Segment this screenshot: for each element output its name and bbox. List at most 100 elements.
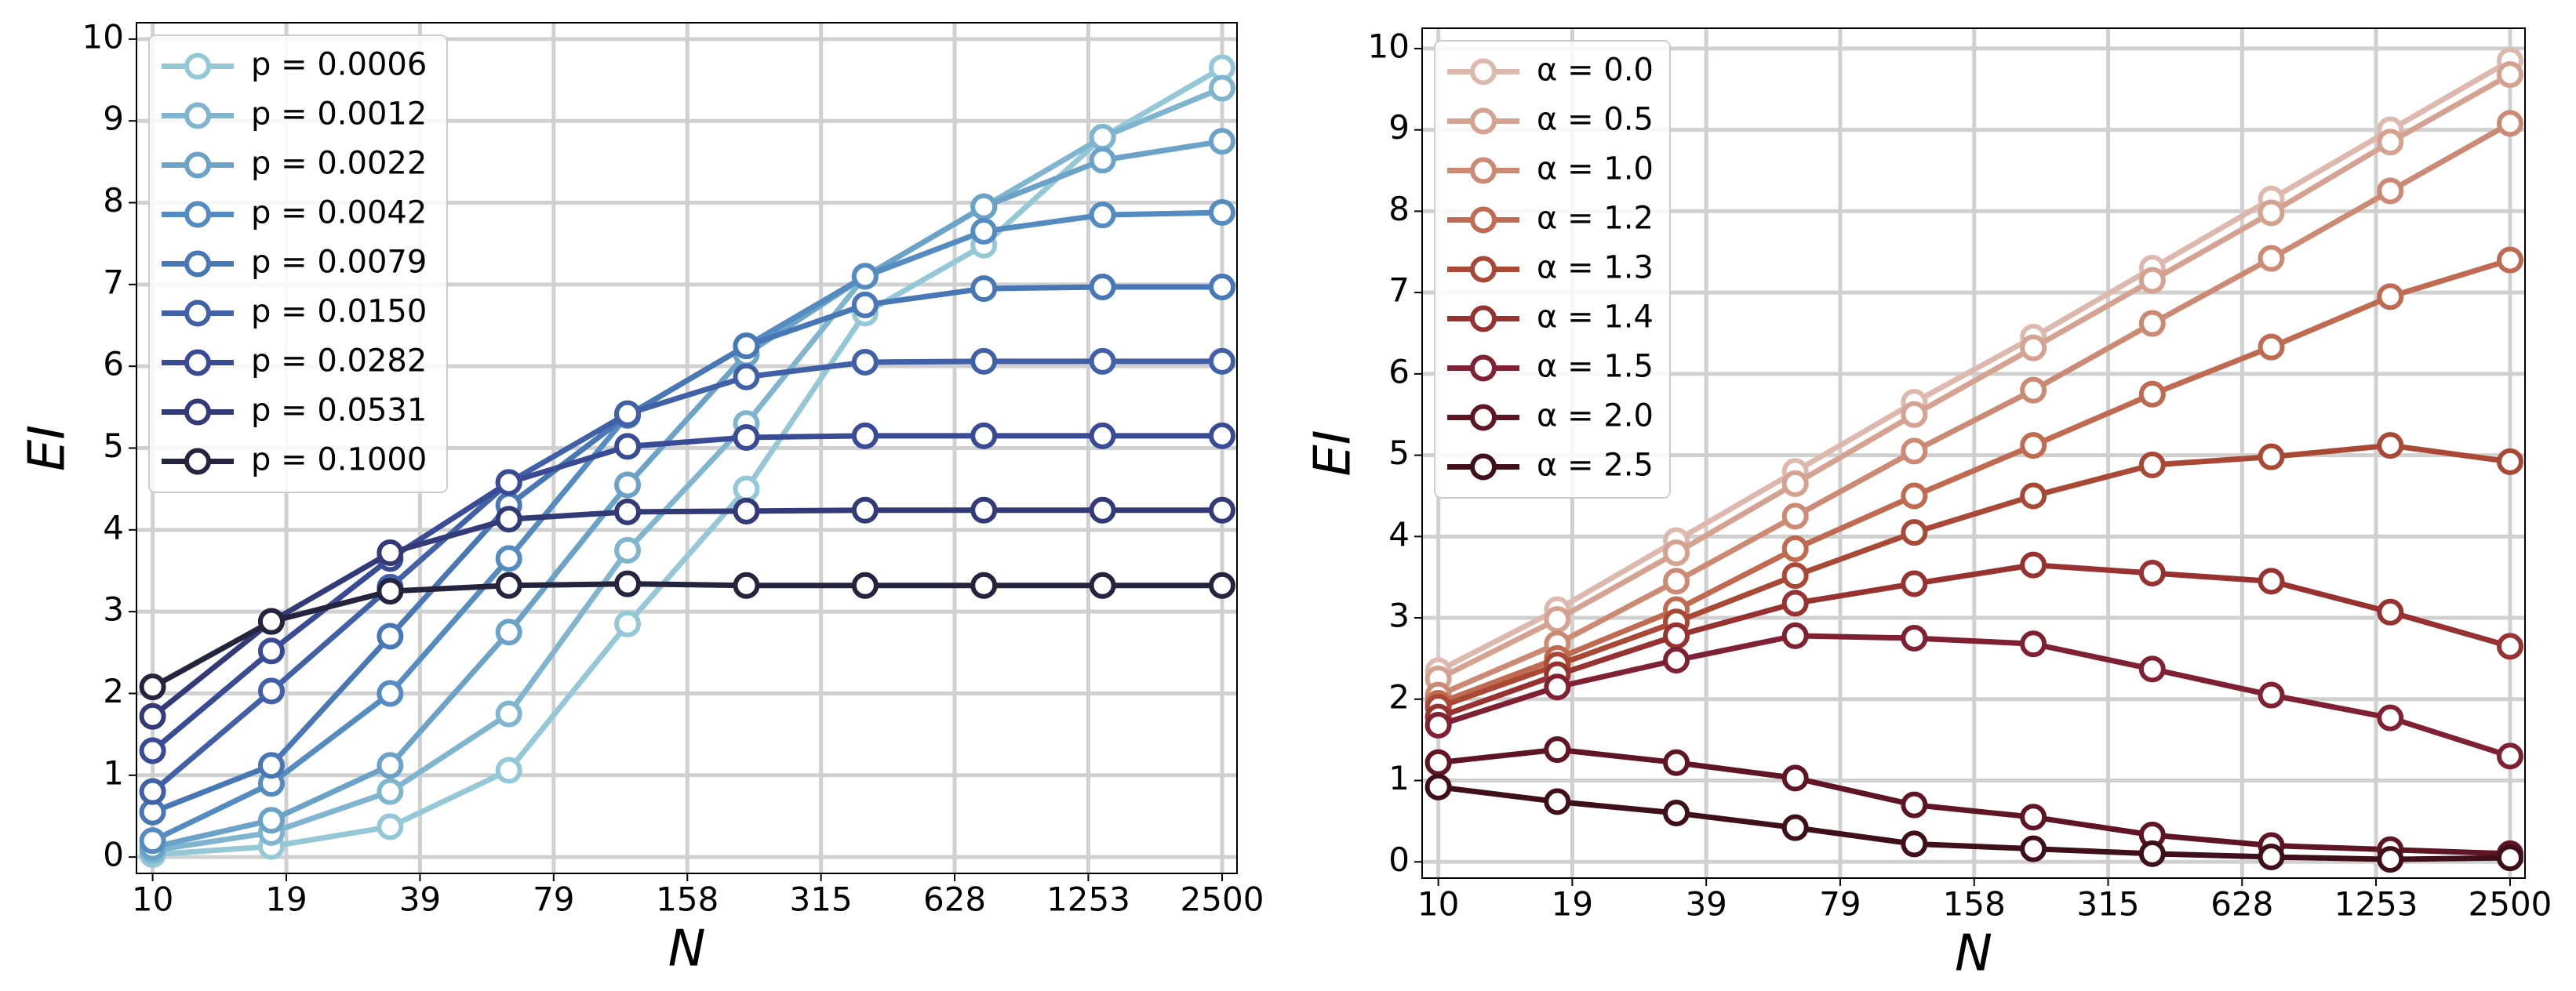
marker <box>1901 830 1928 858</box>
marker <box>2138 840 2166 867</box>
marker <box>2377 598 2404 626</box>
marker <box>1424 711 1452 739</box>
y-tick-label: 6 <box>1388 352 1410 390</box>
marker <box>970 275 998 303</box>
marker <box>733 423 760 451</box>
marker <box>1781 622 1809 649</box>
marker <box>2258 443 2285 470</box>
marker <box>2496 742 2523 770</box>
x-axis-label: N <box>668 920 706 978</box>
marker <box>139 778 166 805</box>
x-tick-label: 10 <box>1417 885 1459 924</box>
marker <box>1901 401 1928 428</box>
x-tick-label: 315 <box>2076 885 2139 924</box>
legend-box <box>148 34 448 493</box>
y-tick-label: 1 <box>103 753 124 792</box>
marker <box>2138 655 2166 683</box>
marker <box>2138 560 2166 587</box>
x-tick-label: 1253 <box>2334 885 2418 924</box>
marker <box>614 570 642 597</box>
y-tick-label: 3 <box>103 590 124 629</box>
marker <box>970 496 998 524</box>
marker <box>139 827 166 855</box>
marker <box>970 572 998 599</box>
marker <box>1663 800 1690 827</box>
marker <box>1663 646 1690 673</box>
marker <box>2377 283 2404 310</box>
marker <box>1781 590 1809 617</box>
legend-label: p = 0.0012 <box>251 96 427 132</box>
y-tick-label: 4 <box>103 508 124 546</box>
y-tick-label: 6 <box>103 345 124 383</box>
legend-marker <box>184 102 211 129</box>
x-tick-label: 19 <box>1552 885 1593 924</box>
legend-label: p = 0.0282 <box>251 343 427 379</box>
marker <box>377 578 404 605</box>
y-tick-label: 8 <box>1388 190 1410 228</box>
marker <box>2020 432 2047 459</box>
marker <box>257 608 285 635</box>
marker <box>1781 814 1809 841</box>
marker <box>1208 199 1235 227</box>
marker <box>1901 437 1928 465</box>
marker <box>2020 630 2047 658</box>
marker <box>1089 572 1116 599</box>
y-tick-label: 10 <box>1368 27 1410 65</box>
marker <box>1089 124 1116 151</box>
marker <box>1663 568 1690 595</box>
x-tick-label: 2500 <box>1181 880 1264 919</box>
marker <box>495 545 522 572</box>
legend-label: p = 0.0022 <box>251 146 427 182</box>
legend-marker <box>1470 404 1497 431</box>
legend-marker <box>1470 354 1497 382</box>
marker <box>139 737 166 764</box>
series-line <box>151 138 1223 851</box>
x-tick-label: 628 <box>2210 885 2273 924</box>
y-tick-label: 9 <box>1388 108 1410 147</box>
y-tick-label: 8 <box>103 181 124 220</box>
y-tick-label: 0 <box>1388 840 1410 879</box>
series-line <box>151 358 1222 794</box>
marker <box>1208 422 1235 449</box>
y-tick-label: 4 <box>1388 515 1410 554</box>
legend-label: p = 0.0150 <box>251 294 427 330</box>
y-tick-label: 5 <box>1388 434 1410 472</box>
legend-marker <box>1470 58 1497 85</box>
legend-marker <box>184 250 211 278</box>
marker <box>970 193 998 220</box>
marker <box>139 702 166 730</box>
legend-marker <box>184 53 211 80</box>
series-line <box>151 284 1222 815</box>
legend-marker <box>1470 107 1497 135</box>
marker <box>1781 562 1809 590</box>
legend-label: α = 2.0 <box>1537 398 1654 434</box>
marker <box>970 422 998 449</box>
marker <box>2020 334 2047 361</box>
legend-label: α = 0.0 <box>1537 53 1654 89</box>
marker <box>970 347 998 375</box>
marker <box>2377 704 2404 731</box>
marker <box>257 677 285 705</box>
legend-marker <box>184 299 211 327</box>
y-tick-label: 7 <box>103 263 124 301</box>
marker <box>495 700 522 728</box>
marker <box>851 348 879 376</box>
y-tick-label: 1 <box>1388 759 1410 797</box>
series-line <box>1437 58 2512 673</box>
legend-label: α = 0.5 <box>1537 102 1654 138</box>
marker <box>1089 147 1116 174</box>
x-tick-label: 79 <box>1819 885 1861 924</box>
marker <box>1089 422 1116 449</box>
x-tick-label: 158 <box>1943 885 2006 924</box>
marker <box>2258 333 2285 361</box>
plot-frame <box>136 22 1238 874</box>
legend-label: p = 0.1000 <box>251 442 427 478</box>
legend-marker <box>184 201 211 228</box>
marker <box>2258 844 2285 871</box>
marker <box>1544 606 1571 633</box>
marker <box>257 807 285 834</box>
y-tick-label: 3 <box>1388 597 1410 635</box>
x-tick-label: 158 <box>656 880 719 919</box>
marker <box>1208 347 1235 375</box>
marker <box>257 752 285 779</box>
